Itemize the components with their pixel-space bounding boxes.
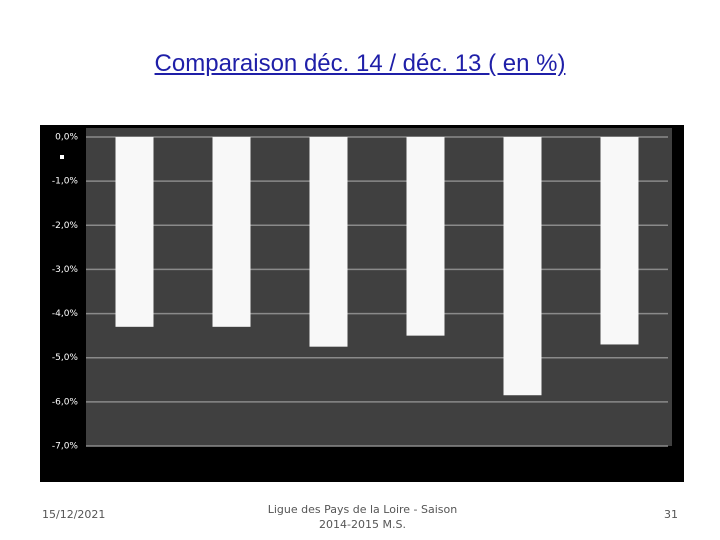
- chart-title: Comparaison déc. 14 / déc. 13 ( en %): [154, 50, 566, 77]
- footer-page: 31: [664, 508, 678, 521]
- bar: [406, 137, 445, 336]
- footer-date: 15/12/2021: [42, 508, 106, 521]
- y-tick-label: -7,0%: [52, 442, 79, 452]
- y-tick-label: -5,0%: [52, 353, 79, 363]
- legend-marker: [60, 155, 64, 159]
- bar: [600, 137, 639, 345]
- bar: [503, 137, 542, 396]
- y-tick-label: -4,0%: [52, 309, 79, 319]
- footer-text: Ligue des Pays de la Loire - Saison 2014…: [267, 503, 458, 531]
- y-tick-label: -2,0%: [52, 221, 79, 231]
- y-tick-label: -1,0%: [52, 177, 79, 187]
- plot-area: [86, 128, 672, 446]
- bar: [309, 137, 348, 347]
- bar: [212, 137, 251, 327]
- bar: [115, 137, 154, 327]
- y-tick-label: -6,0%: [52, 397, 79, 407]
- y-tick-label: 0,0%: [55, 133, 78, 143]
- y-tick-label: -3,0%: [52, 265, 79, 275]
